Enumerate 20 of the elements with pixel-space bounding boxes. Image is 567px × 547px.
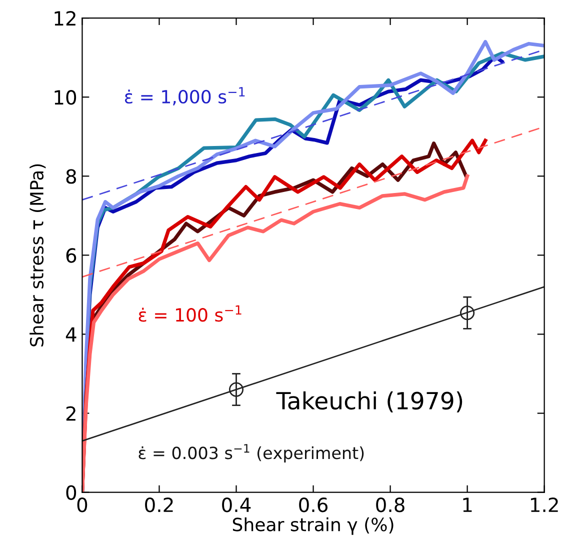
annotation: ε̇ = 100 s$^{−1}$ — [138, 305, 242, 322]
y-axis-title: Shear stress τ (MPa) — [30, 164, 46, 346]
y-tick-label: 6 — [66, 248, 76, 263]
y-tick-label: 10 — [54, 90, 76, 105]
x-tick-label: 0.6 — [299, 498, 328, 512]
x-tick-label: 0.4 — [222, 498, 251, 512]
x-axis-title: Shear strain γ (%) — [232, 517, 394, 535]
annotation: Takeuchi (1979) — [276, 391, 462, 412]
y-tick-label: 2 — [66, 406, 76, 421]
annotation: ε̇ = 1,000 s$^{−1}$ — [124, 87, 245, 106]
x-tick-label: 1 — [463, 498, 472, 512]
x-tick-label: 1.2 — [530, 498, 558, 512]
x-tick-label: 0.2 — [145, 498, 173, 512]
y-tick-label: 4 — [66, 327, 76, 342]
x-tick-label: 0.8 — [376, 498, 404, 512]
y-tick-label: 0 — [66, 485, 76, 500]
y-tick-label: 8 — [66, 169, 76, 184]
annotation: ε̇ = 0.003 s$^{−1}$ (experiment) — [138, 444, 364, 462]
y-tick-label: 12 — [54, 11, 76, 26]
x-tick-label: 0 — [77, 498, 88, 512]
